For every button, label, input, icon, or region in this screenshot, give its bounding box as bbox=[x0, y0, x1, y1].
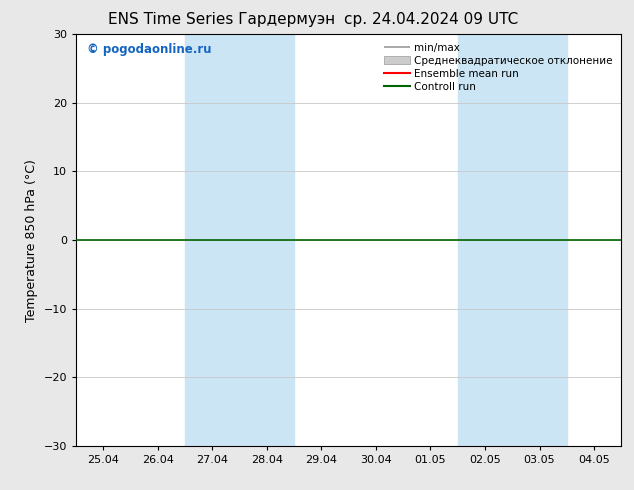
Legend: min/max, Среднеквадратическое отклонение, Ensemble mean run, Controll run: min/max, Среднеквадратическое отклонение… bbox=[381, 40, 616, 95]
Text: ENS Time Series Гардермуэн: ENS Time Series Гардермуэн bbox=[108, 12, 335, 27]
Text: ср. 24.04.2024 09 UTC: ср. 24.04.2024 09 UTC bbox=[344, 12, 518, 27]
Bar bbox=[458, 34, 567, 446]
Y-axis label: Temperature 850 hPa (°C): Temperature 850 hPa (°C) bbox=[25, 159, 38, 321]
Bar bbox=[185, 34, 294, 446]
Text: © pogodaonline.ru: © pogodaonline.ru bbox=[87, 43, 212, 55]
